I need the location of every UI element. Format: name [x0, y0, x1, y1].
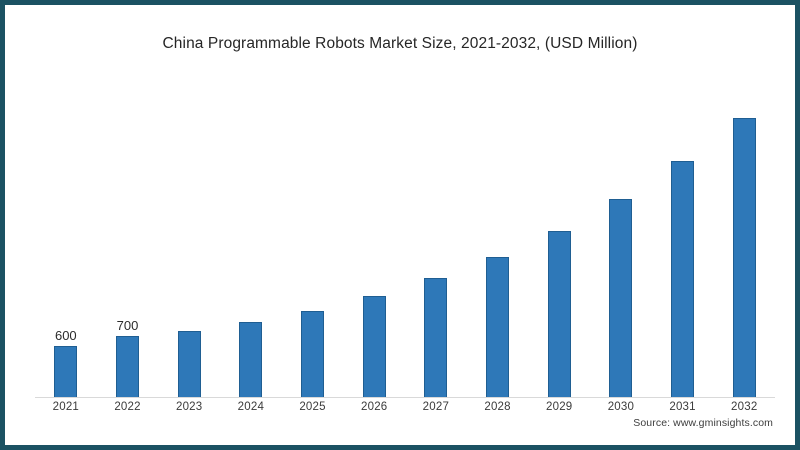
bar-slot [590, 75, 652, 397]
x-tick-2032: 2032 [731, 401, 758, 413]
bar-value-label-2021: 600 [54, 328, 77, 344]
bar-2024[interactable] [239, 321, 263, 397]
chart-canvas: China Programmable Robots Market Size, 2… [5, 5, 795, 445]
x-axis-line [35, 397, 775, 398]
plot-area: 600 700 [35, 75, 775, 397]
x-axis-tick-labels: 2021 2022 2023 2024 2025 2026 2027 2028 2029 2030… [35, 401, 775, 413]
bar-slot: 600 [35, 75, 97, 397]
bar-2031[interactable] [671, 160, 695, 397]
x-tick-2029: 2029 [546, 401, 573, 413]
bar-2023[interactable] [177, 331, 201, 397]
bar-slot [405, 75, 467, 397]
bar-slot [343, 75, 405, 397]
x-tick-2026: 2026 [361, 401, 388, 413]
bar-slot [467, 75, 529, 397]
bar-value-label-2022: 700 [116, 318, 139, 334]
bar-series: 600 700 [35, 75, 775, 397]
x-tick-2024: 2024 [237, 401, 265, 413]
x-tick-2023: 2023 [175, 401, 203, 413]
bar-slot [158, 75, 220, 397]
bar-slot [220, 75, 282, 397]
bar-2028[interactable] [486, 256, 510, 397]
x-tick-2021: 2021 [52, 401, 80, 413]
x-tick-2030: 2030 [607, 401, 635, 413]
bar-2030[interactable] [609, 198, 633, 397]
x-tick-2025: 2025 [299, 401, 326, 413]
bar-2032[interactable] [732, 118, 756, 397]
bar-2021[interactable]: 600 [54, 328, 78, 397]
x-tick-2031: 2031 [669, 401, 696, 413]
bar-2026[interactable] [362, 295, 386, 397]
x-tick-2028: 2028 [484, 401, 511, 413]
bar-slot [528, 75, 590, 397]
bar-slot [713, 75, 775, 397]
source-note: Source: www.gminsights.com [633, 417, 773, 429]
chart-title: China Programmable Robots Market Size, 2… [162, 35, 638, 52]
bar-slot: 700 [97, 75, 159, 397]
bar-slot [282, 75, 344, 397]
bar-2027[interactable] [424, 278, 448, 397]
bar-2025[interactable] [301, 311, 325, 397]
x-tick-2022: 2022 [114, 401, 141, 413]
bar-slot [652, 75, 714, 397]
x-tick-2027: 2027 [422, 401, 450, 413]
bar-2022[interactable]: 700 [116, 318, 139, 397]
bar-2029[interactable] [547, 230, 571, 397]
